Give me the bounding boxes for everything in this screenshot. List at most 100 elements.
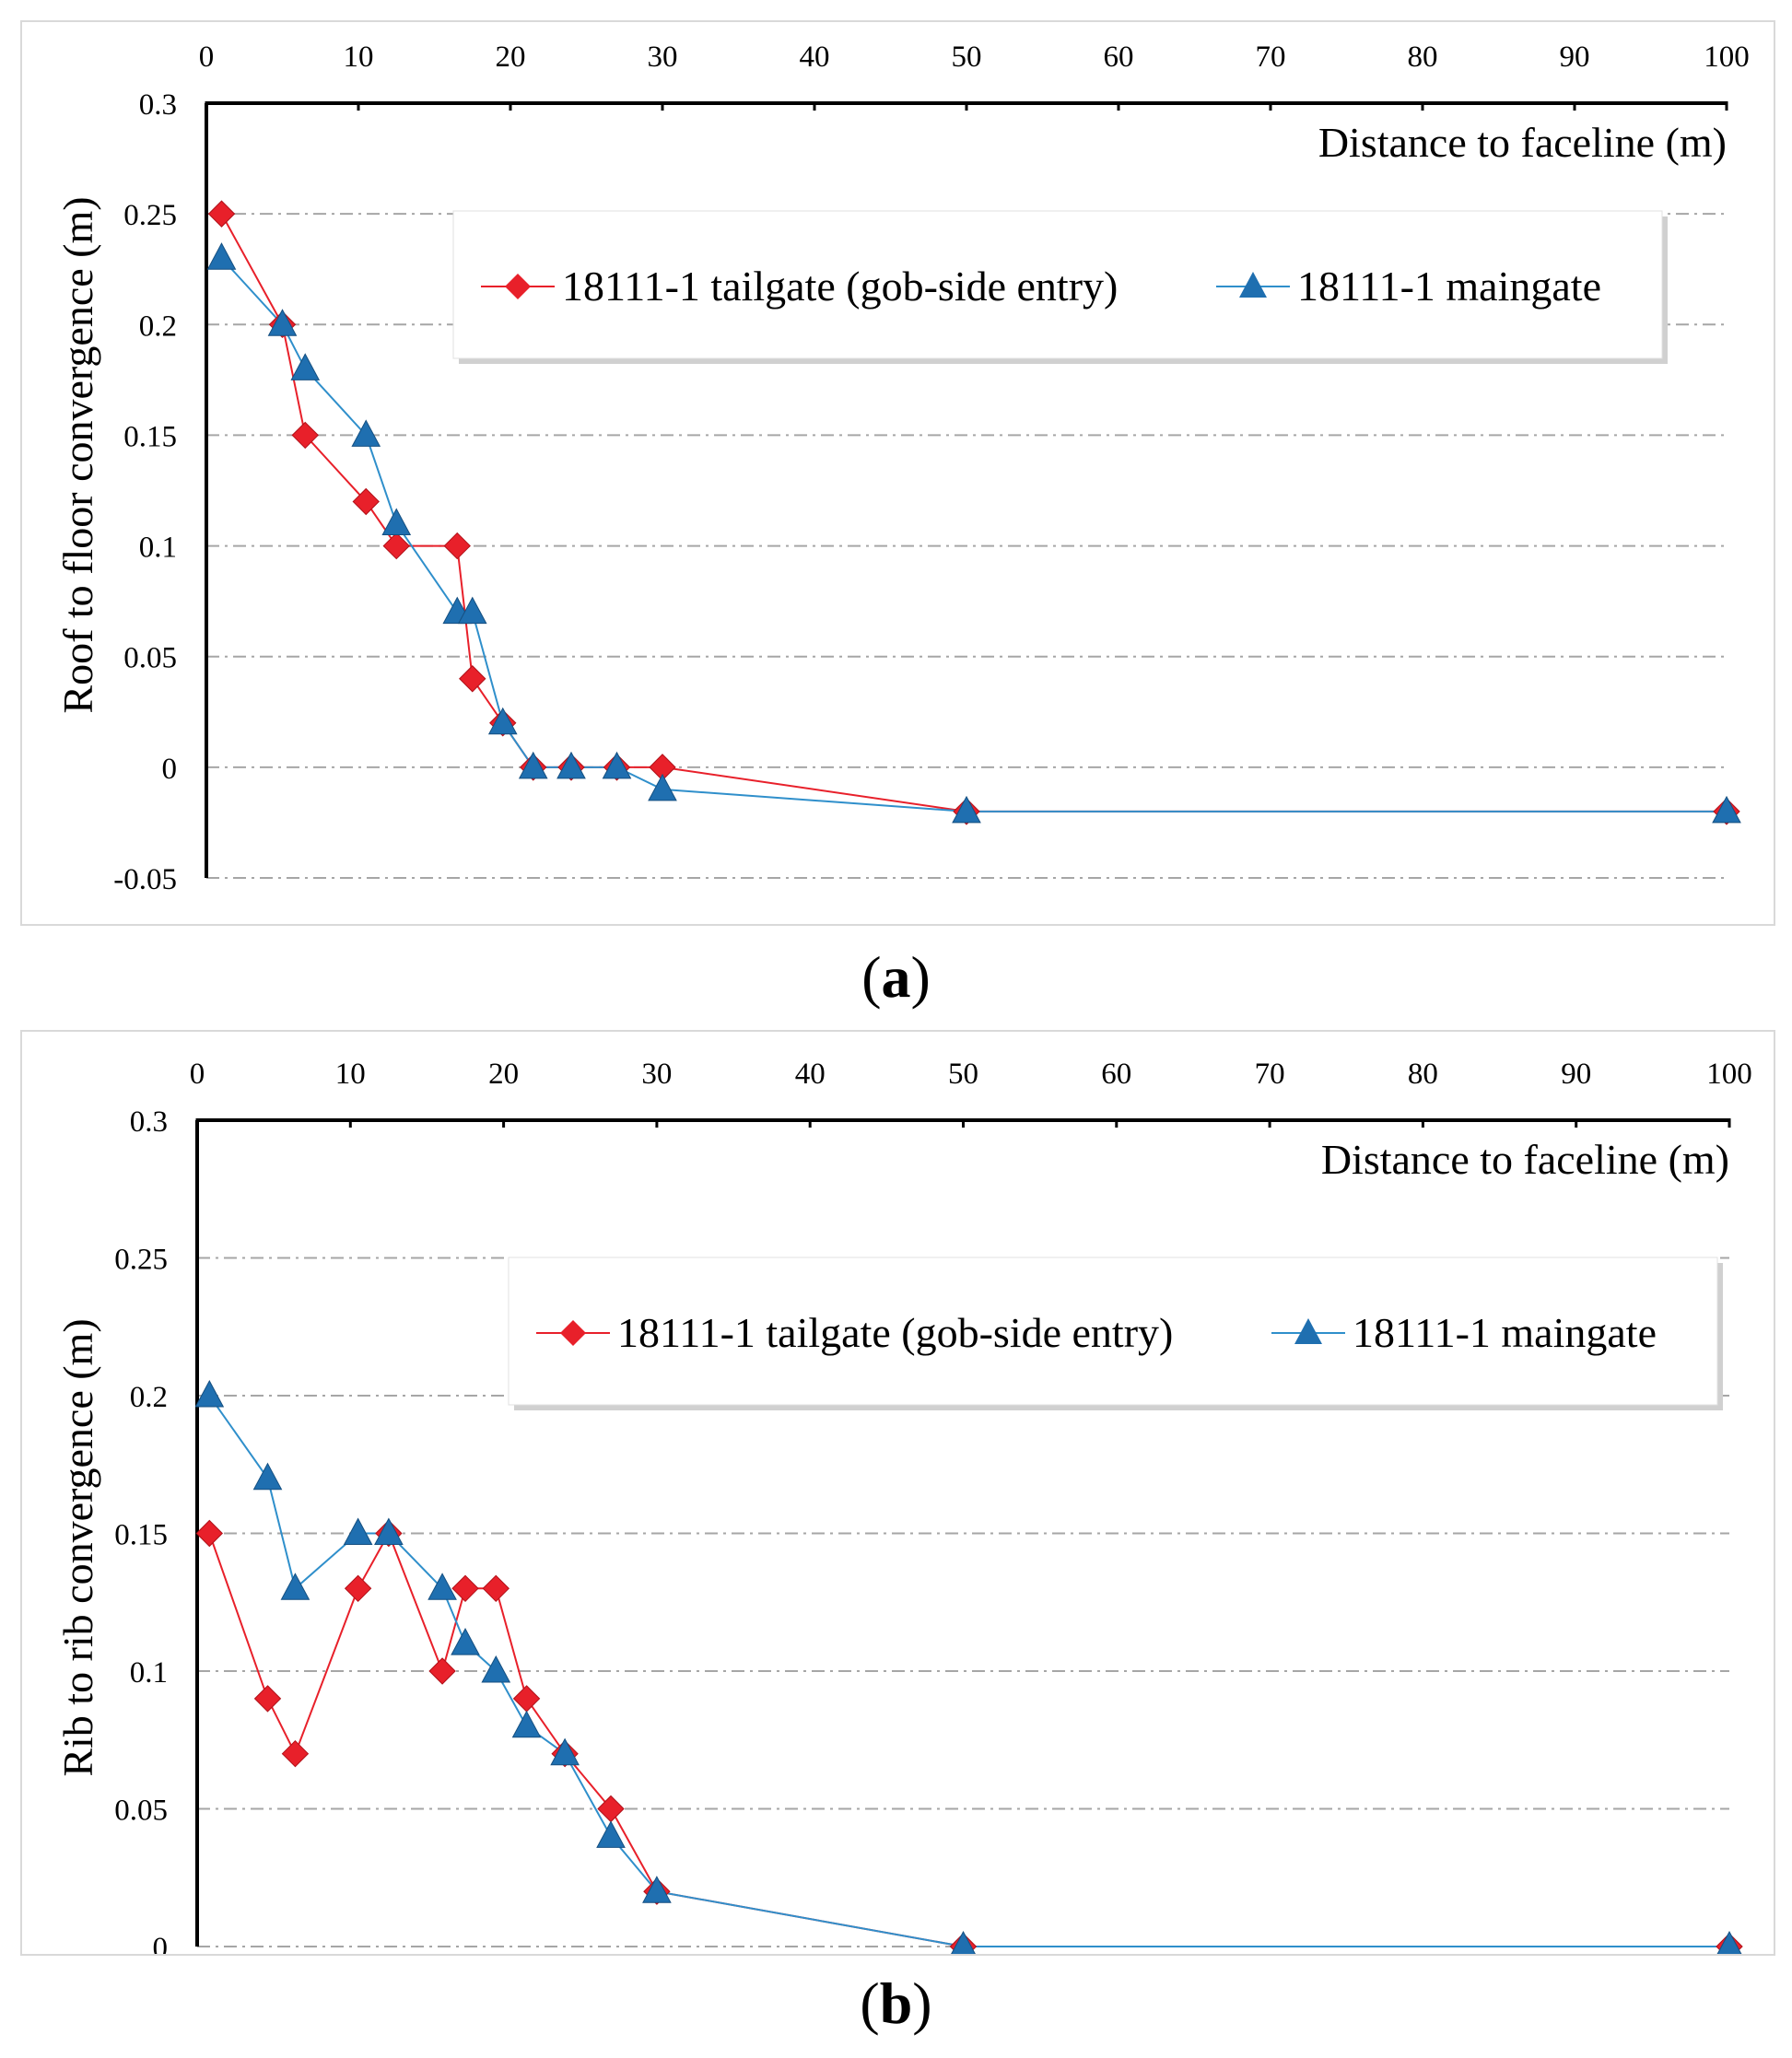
chart-a-legend-maingate-label: 18111-1 maingate [1297, 263, 1601, 310]
caption-a: (a) [861, 944, 931, 1010]
chart-b-legend-maingate-marker [1294, 1318, 1322, 1344]
chart-b-legend-tailgate-label: 18111-1 tailgate (gob-side entry) [617, 1309, 1173, 1356]
chart-b-maingate-point [642, 1876, 672, 1903]
chart-b-y-tick-label: 0.1 [130, 1656, 168, 1690]
chart-b-tailgate-point [428, 1657, 456, 1685]
chart-b-x-tick-label: 30 [641, 1058, 672, 1091]
chart-b-y-tick-label: 0.25 [114, 1244, 168, 1277]
chart-a-maingate-point [518, 751, 548, 779]
caption-b: (b) [860, 1970, 932, 2036]
chart-a-tailgate-point [207, 200, 236, 228]
chart-a-y-tick-label: 0.1 [139, 532, 177, 565]
chart-b-tailgate-point [281, 1739, 310, 1768]
chart-a-x-axis-title: Distance to faceline (m) [1318, 119, 1727, 166]
chart-a-tailgate-point [352, 487, 380, 516]
chart-b-x-tick-label: 40 [795, 1058, 826, 1091]
chart-a-y-tick-label: 0.05 [123, 642, 177, 675]
chart-a-x-tick-label: 90 [1560, 41, 1590, 74]
chart-a-maingate-point [267, 309, 298, 336]
chart-b-legend-box [508, 1257, 1718, 1406]
chart-a-x-tick-label: 60 [1104, 41, 1134, 74]
chart-b-x-tick-label: 0 [190, 1058, 205, 1091]
chart-b-x-tick-label: 80 [1408, 1058, 1438, 1091]
chart-a-y-tick-label: -0.05 [113, 863, 177, 896]
chart-b-maingate-point [252, 1462, 283, 1491]
chart-b-x-tick-label: 50 [948, 1058, 978, 1091]
chart-b-legend-tailgate-marker [560, 1320, 586, 1346]
chart-b-maingate-point [451, 1628, 480, 1655]
chart-a-y-tick-label: 0.3 [139, 88, 177, 122]
chart-b-tailgate-point [482, 1574, 509, 1603]
chart-b-y-tick-label: 0.3 [130, 1105, 168, 1139]
chart-b-x-axis-title: Distance to faceline (m) [1321, 1136, 1729, 1183]
chart-b-y-tick-label: 0.15 [114, 1519, 168, 1552]
chart-a-y-tick-label: 0.2 [139, 310, 177, 343]
chart-a-maingate-point [602, 751, 632, 779]
chart-a-svg: -0.05 0 0.05 0.1 0.15 0.2 0.25 0.3 0 10 20 30 40 50 60… [54, 41, 1750, 896]
chart-a-maingate-point [457, 596, 487, 625]
chart-b-maingate-point [374, 1517, 404, 1545]
chart-b-tailgate-point [451, 1574, 479, 1603]
chart-a-maingate-point [206, 242, 237, 270]
chart-a-x-tick-label: 40 [800, 41, 830, 74]
chart-a-x-tick-label: 80 [1408, 41, 1438, 74]
chart-a-y-tick-label: 0 [162, 753, 178, 786]
chart-a-maingate-point [556, 751, 586, 779]
chart-b-x-tick-label: 10 [335, 1058, 366, 1091]
chart-a-y-tick-label: 0.15 [123, 420, 177, 453]
chart-b-maingate-point [194, 1379, 225, 1408]
chart-a-x-tick-label: 70 [1256, 41, 1286, 74]
chart-a-tailgate-point [459, 665, 486, 693]
chart-b-x-tick-label: 90 [1561, 1058, 1591, 1091]
chart-b-maingate-point [511, 1710, 542, 1738]
chart-b-series-1-line [208, 1531, 1729, 1947]
chart-a-maingate-point [351, 419, 381, 447]
chart-b-tailgate-point [344, 1574, 372, 1603]
chart-a-y-tick-label: 0.25 [123, 199, 177, 232]
chart-a-tailgate-point [291, 421, 319, 450]
chart-a-legend-tailgate-marker [505, 274, 531, 299]
chart-b-tailgate-point [597, 1795, 625, 1823]
chart-a-maingate-point [381, 508, 412, 536]
chart-a-legend-box [452, 210, 1663, 359]
chart-a-legend-tailgate-label: 18111-1 tailgate (gob-side entry) [562, 263, 1118, 310]
chart-a-tailgate-point [443, 532, 471, 560]
chart-b-maingate-point [1716, 1930, 1742, 1954]
chart-b-maingate-point [951, 1930, 976, 1954]
chart-b-x-tick-label: 100 [1706, 1058, 1752, 1091]
chart-a-x-tick-label: 20 [496, 41, 526, 74]
chart-b-series-2-line [208, 1395, 1729, 1947]
chart-panel-a: -0.05 0 0.05 0.1 0.15 0.2 0.25 0.3 0 10 20 30 40 50 60… [20, 20, 1775, 926]
chart-a-x-tick-label: 0 [199, 41, 215, 74]
chart-b-maingate-point [550, 1737, 580, 1766]
chart-b-maingate-point [428, 1573, 457, 1600]
chart-b-y-tick-label: 0.05 [114, 1795, 168, 1828]
chart-b-y-axis-title: Rib to rib convergence (m) [54, 1318, 101, 1776]
chart-b-x-tick-label: 20 [488, 1058, 519, 1091]
chart-a-tailgate-point [382, 532, 410, 560]
chart-a-x-tick-label: 10 [344, 41, 374, 74]
chart-b-tailgate-point [253, 1685, 282, 1713]
chart-b-y-tick-label: 0.2 [130, 1381, 168, 1414]
chart-a-maingate-point [952, 795, 981, 824]
chart-a-legend-maingate-marker [1239, 272, 1267, 298]
chart-b-tailgate-point [512, 1685, 541, 1713]
caption-b-letter: b [879, 1970, 913, 2036]
chart-a-y-axis-title: Roof to floor convergence (m) [54, 196, 101, 713]
chart-a-maingate-point [1712, 795, 1741, 824]
chart-a-maingate-point [487, 707, 518, 735]
chart-b-maingate-point [280, 1573, 310, 1600]
chart-b-maingate-point [481, 1655, 511, 1683]
chart-a-x-tick-label: 30 [648, 41, 678, 74]
chart-b-y-tick-label: 0 [153, 1932, 169, 1954]
chart-a-x-tick-label: 100 [1704, 41, 1750, 74]
chart-panel-b: 0 0.05 0.1 0.15 0.2 0.25 0.3 0 10 20 30 40 50 60 70 80 9… [20, 1030, 1775, 1956]
chart-b-maingate-point [596, 1820, 626, 1848]
chart-b-legend-maingate-label: 18111-1 maingate [1353, 1309, 1657, 1356]
chart-b-maingate-point [343, 1517, 373, 1545]
caption-a-letter: a [881, 944, 911, 1010]
chart-b-svg: 0 0.05 0.1 0.15 0.2 0.25 0.3 0 10 20 30 40 50 60 70 80 9… [54, 1058, 1752, 1954]
chart-a-x-tick-label: 50 [952, 41, 982, 74]
chart-b-tailgate-point [195, 1519, 224, 1548]
chart-b-x-tick-label: 70 [1255, 1058, 1285, 1091]
